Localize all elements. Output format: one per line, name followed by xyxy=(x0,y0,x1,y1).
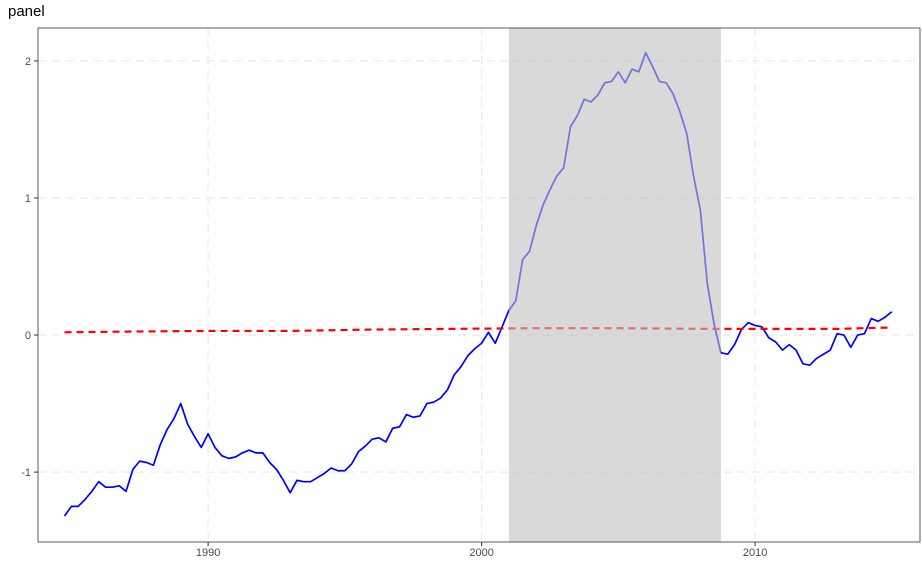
data-line xyxy=(63,51,893,517)
y-tick-label: 1 xyxy=(25,193,31,205)
panel-border xyxy=(37,27,921,543)
data-line xyxy=(64,326,892,334)
x-tick-label: 2010 xyxy=(743,547,767,558)
y-tick-label: 0 xyxy=(25,330,31,342)
chart-title: panel xyxy=(8,3,45,20)
x-tick-label: 1990 xyxy=(196,547,220,558)
shaded-region xyxy=(508,28,721,542)
x-tick-label: 2000 xyxy=(469,547,493,558)
y-tick-label: 2 xyxy=(25,56,31,68)
y-tick-label: -1 xyxy=(21,467,31,479)
